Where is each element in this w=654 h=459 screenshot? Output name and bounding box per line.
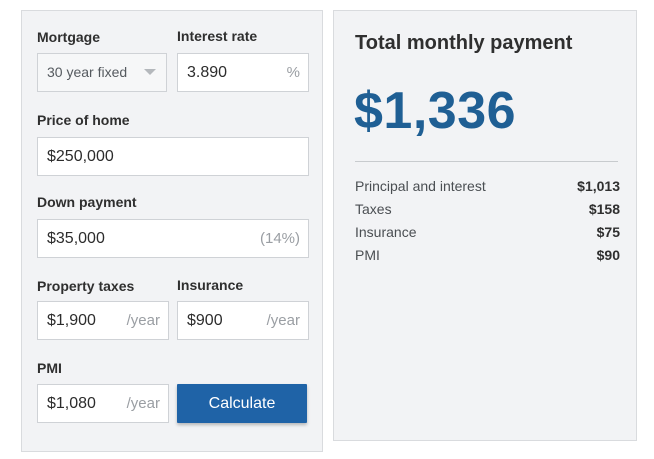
down-payment-percent: (14%)	[259, 230, 300, 247]
results-divider	[355, 161, 618, 162]
per-year-suffix: /year	[126, 395, 160, 412]
property-taxes-value: $1,900	[47, 312, 96, 329]
total-monthly-payment: $1,336	[354, 82, 517, 140]
breakdown-row: Taxes $158	[355, 201, 620, 223]
mortgage-type-value: 30 year fixed	[47, 64, 128, 80]
down-payment-value: $35,000	[47, 230, 105, 247]
results-title: Total monthly payment	[355, 32, 573, 54]
percent-suffix: %	[286, 64, 300, 81]
mortgage-label: Mortgage	[37, 29, 100, 45]
breakdown-value: $158	[588, 201, 620, 217]
per-year-suffix: /year	[126, 312, 160, 329]
breakdown-row: Principal and interest $1,013	[355, 178, 620, 200]
price-of-home-value: $250,000	[47, 148, 114, 165]
breakdown-row: Insurance $75	[355, 224, 620, 246]
calculate-button[interactable]: Calculate	[177, 384, 307, 423]
breakdown-value: $75	[596, 224, 620, 240]
pmi-input[interactable]: $1,080 /year	[37, 384, 169, 423]
breakdown-name: Principal and interest	[355, 178, 486, 194]
property-taxes-input[interactable]: $1,900 /year	[37, 301, 169, 340]
results-panel: Total monthly payment $1,336 Principal a…	[333, 10, 637, 441]
price-of-home-input[interactable]: $250,000	[37, 137, 309, 176]
price-of-home-label: Price of home	[37, 112, 130, 128]
insurance-input[interactable]: $900 /year	[177, 301, 309, 340]
per-year-suffix: /year	[266, 312, 300, 329]
pmi-value: $1,080	[47, 395, 96, 412]
insurance-value: $900	[187, 312, 223, 329]
breakdown-name: Insurance	[355, 224, 417, 240]
insurance-label: Insurance	[177, 277, 244, 293]
breakdown-value: $90	[596, 247, 620, 263]
interest-rate-value: 3.890	[187, 64, 228, 81]
down-payment-label: Down payment	[37, 194, 137, 210]
mortgage-type-select[interactable]: 30 year fixed	[37, 53, 167, 92]
property-taxes-label: Property taxes	[37, 278, 135, 294]
mortgage-form-panel: Mortgage Interest rate 30 year fixed 3.8…	[21, 10, 323, 452]
interest-rate-input[interactable]: 3.890 %	[177, 53, 309, 92]
pmi-label: PMI	[37, 360, 62, 376]
breakdown-value: $1,013	[577, 178, 620, 194]
chevron-down-icon	[144, 69, 156, 75]
breakdown-row: PMI $90	[355, 247, 620, 269]
breakdown-name: Taxes	[355, 201, 392, 217]
down-payment-input[interactable]: $35,000 (14%)	[37, 219, 309, 258]
interest-rate-label: Interest rate	[177, 28, 258, 44]
breakdown-name: PMI	[355, 247, 380, 263]
